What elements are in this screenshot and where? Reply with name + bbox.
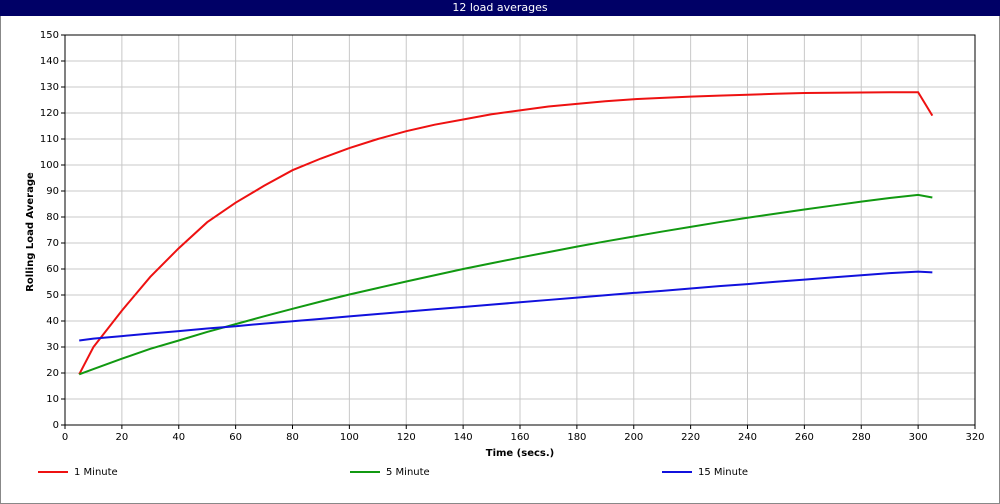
- y-tick-label: 110: [40, 134, 59, 145]
- x-axis-label: Time (secs.): [486, 448, 555, 459]
- y-tick-label: 20: [46, 368, 59, 379]
- y-tick-label: 80: [46, 212, 59, 223]
- x-tick-label: 200: [624, 432, 643, 443]
- chart-title: 12 load averages: [452, 1, 548, 14]
- x-tick-label: 80: [286, 432, 299, 443]
- y-tick-label: 70: [46, 238, 59, 249]
- x-tick-label: 120: [397, 432, 416, 443]
- x-tick-label: 240: [738, 432, 757, 443]
- x-tick-label: 20: [116, 432, 129, 443]
- x-tick-label: 0: [62, 432, 68, 443]
- series-line: [78, 193, 933, 376]
- y-tick-label: 0: [53, 420, 59, 431]
- x-tick-label: 280: [852, 432, 871, 443]
- legend-label: 1 Minute: [74, 467, 118, 478]
- legend-label: 15 Minute: [698, 467, 748, 478]
- x-tick-label: 320: [965, 432, 984, 443]
- x-tick-label: 100: [340, 432, 359, 443]
- x-tick-label: 300: [909, 432, 928, 443]
- series-line: [78, 91, 934, 375]
- y-tick-label: 60: [46, 264, 59, 275]
- series-line: [79, 270, 933, 342]
- y-tick-label: 90: [46, 186, 59, 197]
- y-tick-label: 140: [40, 56, 59, 67]
- title-bar: [0, 0, 1000, 16]
- legend-label: 5 Minute: [386, 467, 430, 478]
- x-tick-label: 260: [795, 432, 814, 443]
- y-tick-label: 50: [46, 290, 59, 301]
- x-tick-label: 220: [681, 432, 700, 443]
- x-tick-label: 40: [172, 432, 185, 443]
- y-tick-label: 120: [40, 108, 59, 119]
- y-tick-label: 100: [40, 160, 59, 171]
- x-tick-label: 160: [510, 432, 529, 443]
- y-axis-label: Rolling Load Average: [25, 172, 36, 292]
- x-tick-label: 140: [454, 432, 473, 443]
- x-tick-label: 180: [567, 432, 586, 443]
- y-tick-label: 30: [46, 342, 59, 353]
- y-tick-label: 130: [40, 82, 59, 93]
- y-tick-label: 150: [40, 30, 59, 41]
- y-tick-label: 10: [46, 394, 59, 405]
- x-tick-label: 60: [229, 432, 242, 443]
- y-tick-label: 40: [46, 316, 59, 327]
- plot-border: [64, 34, 976, 426]
